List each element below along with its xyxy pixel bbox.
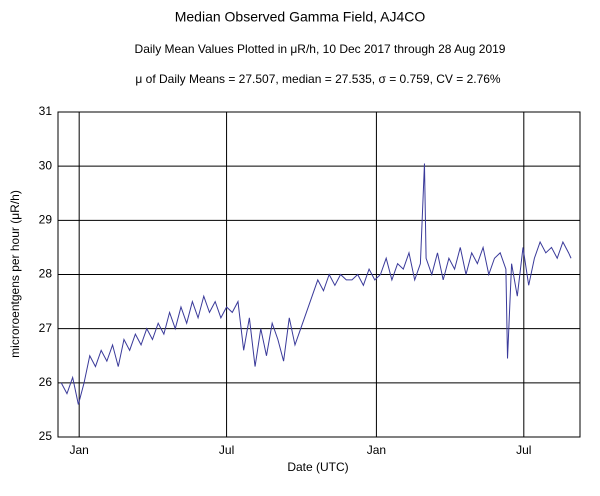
y-tick-label: 28 bbox=[39, 267, 53, 281]
y-tick-label: 30 bbox=[39, 158, 53, 172]
x-tick-label: Jul bbox=[516, 443, 531, 457]
y-tick-label: 29 bbox=[39, 213, 53, 227]
x-tick-label: Jan bbox=[69, 443, 88, 457]
chart-title: Median Observed Gamma Field, AJ4CO bbox=[175, 9, 426, 25]
x-tick-label: Jan bbox=[367, 443, 386, 457]
x-axis-label: Date (UTC) bbox=[287, 460, 348, 474]
data-line bbox=[60, 163, 572, 405]
annotation: μ of Daily Means = 27.507, median = 27.5… bbox=[135, 72, 501, 86]
y-axis-label: microroentgens per hour (μR/h) bbox=[8, 190, 22, 358]
y-tick-label: 26 bbox=[39, 375, 53, 389]
y-tick-label: 31 bbox=[39, 104, 53, 118]
x-tick-label: Jul bbox=[219, 443, 234, 457]
chart-subtitle: Daily Mean Values Plotted in μR/h, 10 De… bbox=[135, 42, 506, 56]
y-tick-label: 27 bbox=[39, 321, 53, 335]
y-tick-label: 25 bbox=[39, 429, 53, 443]
